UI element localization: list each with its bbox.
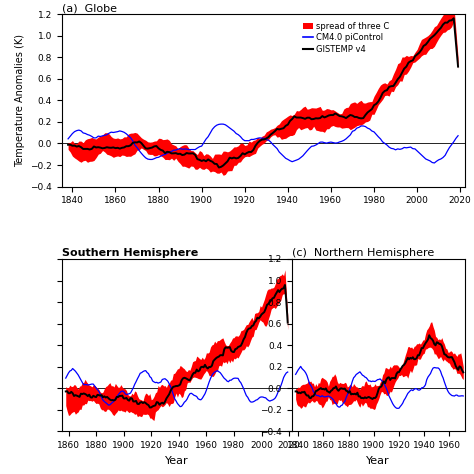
X-axis label: Year: Year [165, 456, 189, 465]
Text: (a)  Globe: (a) Globe [62, 3, 117, 13]
X-axis label: Year: Year [366, 456, 390, 465]
Legend: spread of three C, CM4.0 piControl, GISTEMP v4: spread of three C, CM4.0 piControl, GIST… [300, 18, 393, 57]
Y-axis label: Temperature Anomalies (K): Temperature Anomalies (K) [15, 34, 25, 167]
Text: Southern Hemisphere: Southern Hemisphere [62, 248, 198, 258]
Text: (c)  Northern Hemisphere: (c) Northern Hemisphere [292, 248, 434, 258]
